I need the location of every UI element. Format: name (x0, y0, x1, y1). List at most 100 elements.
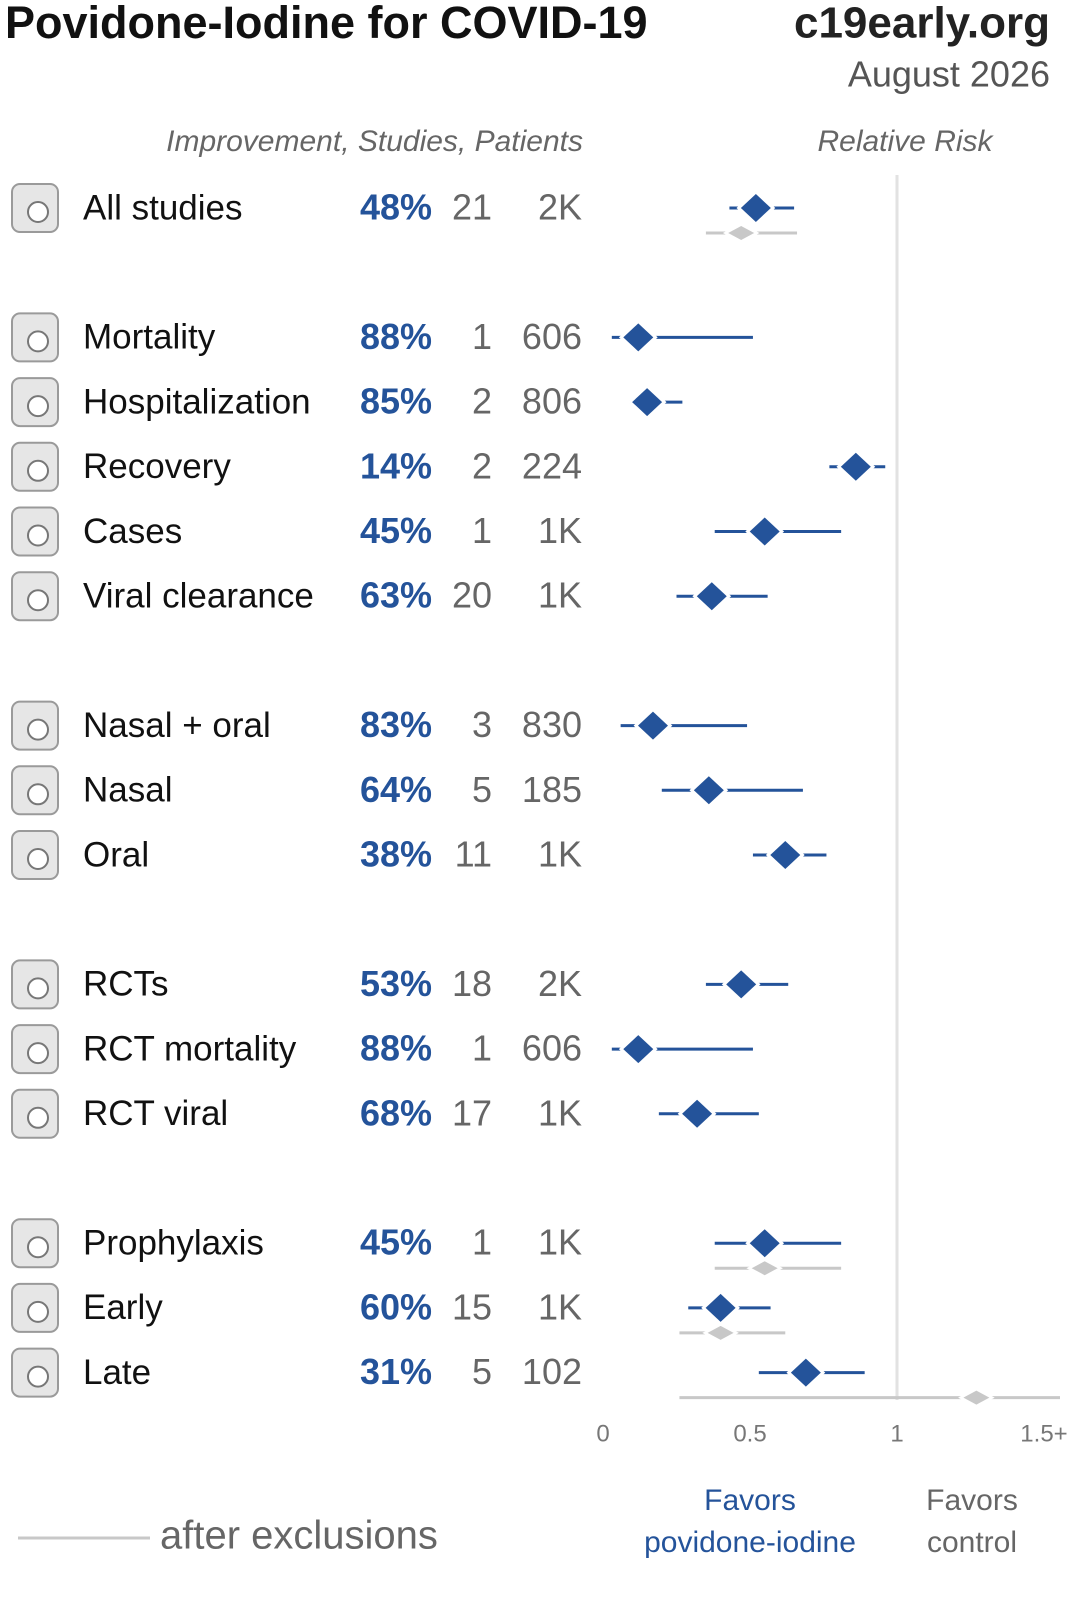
patients: 1K (538, 1222, 582, 1263)
estimate (689, 772, 729, 809)
row-label: Prophylaxis (83, 1223, 264, 1262)
improvement: 14% (360, 445, 432, 486)
row-label: Mortality (83, 318, 216, 357)
patients: 606 (522, 1028, 582, 1069)
improvement: 45% (360, 1222, 432, 1263)
improvement: 53% (360, 963, 432, 1004)
row-icon (27, 1365, 49, 1388)
studies: 2 (472, 445, 492, 486)
row-icon (27, 1106, 49, 1129)
estimate (633, 707, 673, 744)
row-icon (27, 977, 49, 1000)
patients: 1K (538, 575, 582, 616)
studies: 15 (452, 1286, 492, 1327)
improvement: 88% (360, 1028, 432, 1069)
exclusion-estimate (722, 223, 760, 243)
studies: 2 (472, 381, 492, 422)
studies: 1 (472, 1028, 492, 1069)
row-label: RCT mortality (83, 1029, 297, 1068)
row-icon (27, 459, 49, 482)
exclusion-estimate (958, 1387, 995, 1408)
exclusion-estimate (746, 1258, 783, 1279)
studies: 17 (452, 1092, 492, 1133)
favors-right: Favors (926, 1484, 1018, 1517)
patients: 1K (538, 1286, 582, 1327)
row-icon (27, 848, 49, 870)
row-label: Viral clearance (83, 576, 314, 615)
estimate (786, 1354, 826, 1391)
estimate (618, 1030, 658, 1068)
row-icon (27, 201, 49, 223)
row-icon (27, 330, 49, 353)
row-label: Recovery (83, 447, 231, 486)
patients: 2K (538, 963, 582, 1004)
chart-title: Povidone-Iodine for COVID-19 (5, 0, 648, 48)
patients: 224 (522, 445, 582, 486)
patients: 2K (538, 187, 582, 228)
improvement: 63% (360, 575, 432, 616)
row-icon (27, 1300, 49, 1323)
improvement: 85% (360, 381, 432, 422)
studies: 20 (452, 575, 492, 616)
estimate (765, 836, 805, 874)
row-label: Hospitalization (83, 382, 311, 421)
studies: 5 (472, 1351, 492, 1392)
row-icon (27, 589, 49, 612)
row-label: Early (83, 1288, 163, 1327)
columns-header: Improvement, Studies, Patients (166, 125, 583, 158)
patients: 185 (522, 769, 582, 810)
row-icon (27, 395, 49, 418)
row-label: Oral (83, 835, 149, 874)
estimate (836, 448, 876, 485)
patients: 606 (522, 316, 582, 357)
studies: 21 (452, 187, 492, 228)
estimate (721, 966, 761, 1003)
estimate (627, 383, 667, 421)
studies: 11 (455, 834, 492, 875)
axis-header: Relative Risk (817, 125, 994, 158)
row-icon (27, 783, 49, 806)
studies: 3 (472, 704, 492, 745)
row-label: Late (83, 1353, 151, 1392)
row-label: All studies (83, 188, 243, 227)
improvement: 83% (360, 704, 432, 745)
improvement: 68% (360, 1092, 432, 1133)
favors-left: Favors (704, 1484, 796, 1517)
improvement: 48% (360, 187, 432, 228)
estimate (692, 578, 732, 615)
studies: 1 (472, 510, 492, 551)
improvement: 60% (360, 1286, 432, 1327)
row-icon (27, 1236, 49, 1259)
estimate (677, 1095, 717, 1132)
studies: 5 (472, 769, 492, 810)
improvement: 88% (360, 316, 432, 357)
estimate (745, 1225, 785, 1262)
improvement: 64% (360, 769, 432, 810)
estimate (618, 319, 658, 356)
row-icon (27, 524, 49, 547)
date: August 2026 (848, 54, 1050, 95)
improvement: 38% (360, 834, 432, 875)
patients: 830 (522, 704, 582, 745)
patients: 806 (522, 381, 582, 422)
patients: 1K (538, 510, 582, 551)
row-label: Nasal + oral (83, 706, 271, 745)
studies: 1 (472, 1222, 492, 1263)
row-icon (27, 1042, 49, 1065)
row-label: RCT viral (83, 1094, 228, 1133)
patients: 102 (522, 1351, 582, 1392)
row-label: Cases (83, 512, 182, 551)
row-label: Nasal (83, 771, 172, 810)
estimate (736, 189, 776, 227)
estimate (745, 513, 785, 550)
x-tick-label: 0.5 (733, 1420, 766, 1447)
x-tick-label: 1.5+ (1020, 1420, 1067, 1447)
patients: 1K (538, 834, 582, 875)
estimate (701, 1289, 740, 1327)
legend-label: after exclusions (160, 1514, 438, 1558)
exclusion-estimate (702, 1323, 739, 1343)
x-tick-label: 1 (890, 1420, 903, 1447)
favors-right: control (927, 1526, 1017, 1559)
studies: 18 (452, 963, 492, 1004)
